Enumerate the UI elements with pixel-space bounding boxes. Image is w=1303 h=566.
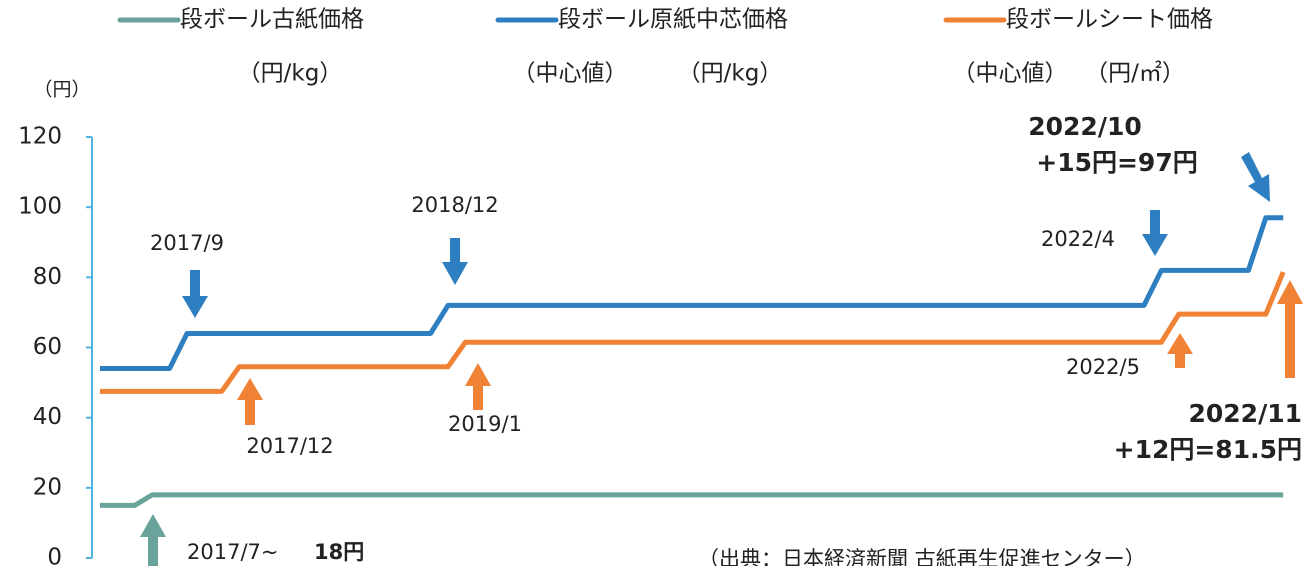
annotation: 2022/10 — [1028, 112, 1142, 141]
legend-note: （円/kg） — [678, 61, 783, 87]
series-line — [100, 271, 1286, 394]
legend-note: （中心値） — [513, 61, 628, 87]
annotation: 2022/4 — [1041, 227, 1115, 251]
legend-note: （中心値） — [953, 61, 1068, 87]
annotation: （出典：日本経済新聞 古紙再生促進センター） — [698, 547, 1146, 566]
annotation: 2022/11 — [1188, 399, 1302, 428]
y-tick-label: 100 — [18, 194, 62, 220]
annotation: 2017/7~ — [187, 540, 278, 564]
series-line — [100, 215, 1284, 372]
legend-label: 段ボール原紙中芯価格 — [558, 7, 788, 33]
annotation: 2022/5 — [1066, 355, 1140, 379]
annotation: 2017/9 — [150, 231, 224, 255]
legend-label: 段ボールシート価格 — [1006, 7, 1213, 33]
annotation: +15円=97円 — [1036, 148, 1197, 177]
legend-label: 段ボール古紙価格 — [180, 7, 364, 33]
y-tick-label: 80 — [33, 264, 62, 290]
annotation: 2018/12 — [411, 193, 498, 217]
legend-note: （円/kg） — [238, 61, 343, 87]
y-axis-label: （円） — [33, 79, 90, 101]
arrows — [140, 152, 1303, 566]
y-tick-label: 20 — [33, 474, 62, 500]
series-line — [100, 492, 1284, 508]
annotation: 2019/1 — [448, 412, 522, 436]
y-tick-label: 0 — [47, 545, 62, 566]
annotation: 2017/12 — [246, 434, 333, 458]
y-tick-label: 40 — [33, 404, 62, 430]
annotation: 18円 — [314, 540, 364, 564]
y-tick-label: 60 — [33, 334, 62, 360]
annotation: +12円=81.5円 — [1114, 435, 1302, 464]
y-tick-label: 120 — [18, 124, 62, 150]
legend-note: （円/㎡） — [1085, 61, 1185, 87]
